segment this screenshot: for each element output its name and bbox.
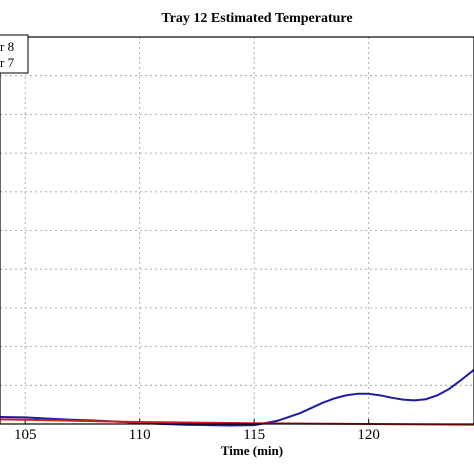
legend-entry-1: r 8 — [0, 39, 14, 54]
chart-title: Tray 12 Estimated Temperature — [161, 11, 352, 26]
grid — [0, 37, 474, 424]
x-tick-label: 105 — [14, 427, 37, 443]
x-tick-labels: 105 110 115 120 — [14, 427, 380, 443]
x-tick-label: 110 — [129, 427, 151, 443]
legend-entry-2: r 7 — [0, 55, 15, 70]
legend-box — [0, 34, 29, 74]
x-tick-label: 115 — [243, 427, 265, 443]
x-axis-title: Time (min) — [221, 443, 283, 458]
legend: r 8 r 7 — [0, 34, 29, 74]
plot-frame — [0, 36, 474, 425]
x-tick-label: 120 — [357, 427, 380, 443]
